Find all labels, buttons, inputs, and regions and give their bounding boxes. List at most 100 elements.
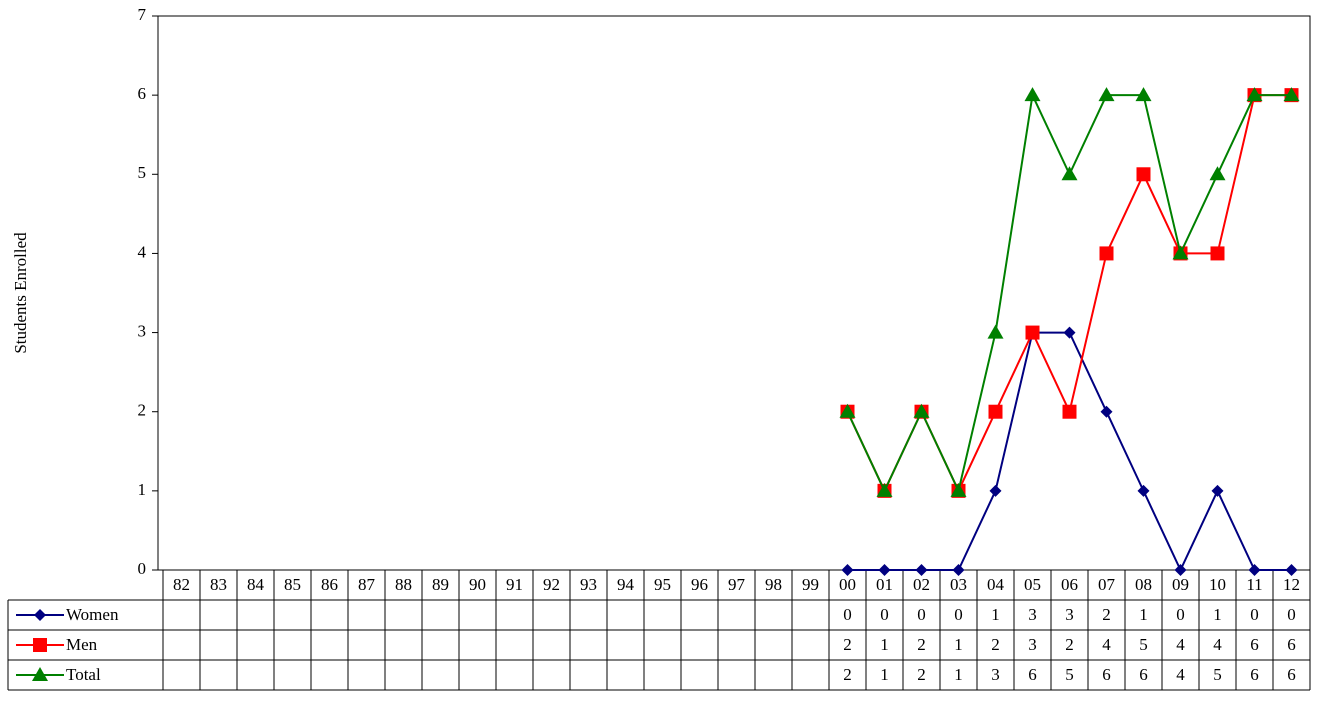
x-tick-label: 11 [1246,575,1262,594]
marker [1283,87,1300,102]
y-tick-label: 7 [138,5,147,24]
x-tick-label: 85 [284,575,301,594]
table-value: 2 [1102,605,1111,624]
table-value: 3 [1028,605,1037,624]
legend-marker [32,667,48,681]
legend-label: Women [66,605,119,624]
table-value: 0 [1250,605,1259,624]
marker [1285,564,1298,576]
table-value: 0 [1176,605,1185,624]
marker [1209,166,1226,181]
x-tick-label: 98 [765,575,782,594]
marker [1063,326,1076,339]
table-value: 6 [1250,635,1259,654]
x-tick-label: 84 [247,575,265,594]
series-line [847,331,1292,573]
legend-marker [33,638,47,652]
series-line [846,94,1292,494]
table-value: 5 [1213,665,1222,684]
table-value: 1 [880,635,889,654]
marker [876,482,893,497]
table-value: 1 [954,635,963,654]
y-tick-label: 5 [138,163,147,182]
y-tick-label: 2 [138,401,147,420]
x-tick-label: 01 [876,575,893,594]
x-tick-label: 96 [691,575,708,594]
marker [1024,87,1041,102]
x-tick-label: 06 [1061,575,1078,594]
table-value: 6 [1139,665,1148,684]
y-tick-label: 0 [138,559,147,578]
table-value: 6 [1287,635,1296,654]
table-value: 0 [843,605,852,624]
marker [839,403,856,418]
x-tick-label: 07 [1098,575,1116,594]
marker [841,564,854,576]
table-value: 6 [1250,665,1259,684]
x-tick-label: 04 [987,575,1005,594]
table-value: 0 [917,605,926,624]
x-tick-label: 86 [321,575,338,594]
table-value: 3 [1065,605,1074,624]
x-tick-label: 99 [802,575,819,594]
x-tick-label: 82 [173,575,190,594]
marker [1172,245,1189,260]
x-tick-label: 87 [358,575,376,594]
table-value: 1 [1213,605,1222,624]
marker [1061,166,1078,181]
marker [1098,87,1115,102]
marker [1136,167,1151,182]
table-value: 6 [1102,665,1111,684]
table-value: 5 [1139,635,1148,654]
x-tick-label: 09 [1172,575,1189,594]
marker [878,564,891,576]
table-value: 0 [1287,605,1296,624]
marker [1135,87,1152,102]
marker [1211,484,1224,497]
table-value: 0 [880,605,889,624]
marker [1100,405,1113,418]
table-value: 3 [1028,635,1037,654]
y-tick-label: 6 [138,84,147,103]
table-value: 2 [1065,635,1074,654]
x-tick-label: 90 [469,575,486,594]
table-value: 6 [1028,665,1037,684]
x-tick-label: 05 [1024,575,1041,594]
table-value: 4 [1176,635,1185,654]
series-line [846,91,1292,494]
x-tick-label: 83 [210,575,227,594]
marker [1099,246,1114,261]
marker [1174,564,1187,576]
marker [987,324,1004,339]
table-value: 6 [1287,665,1296,684]
marker [915,564,928,576]
table-value: 2 [843,635,852,654]
table-value: 2 [843,665,852,684]
x-tick-label: 03 [950,575,967,594]
y-tick-label: 3 [138,321,147,340]
marker [950,482,967,497]
x-tick-label: 92 [543,575,560,594]
y-axis-label: Students Enrolled [11,232,30,354]
table-value: 1 [991,605,1000,624]
x-tick-label: 08 [1135,575,1152,594]
table-value: 0 [954,605,963,624]
x-tick-label: 00 [839,575,856,594]
marker [1062,404,1077,419]
marker [913,403,930,418]
table-value: 1 [1139,605,1148,624]
table-value: 1 [880,665,889,684]
x-tick-label: 12 [1283,575,1300,594]
table-value: 4 [1213,635,1222,654]
x-tick-label: 93 [580,575,597,594]
x-tick-label: 89 [432,575,449,594]
table-value: 2 [917,635,926,654]
x-tick-label: 95 [654,575,671,594]
marker [989,484,1002,497]
table-value: 2 [917,665,926,684]
legend-label: Men [66,635,98,654]
table-value: 4 [1176,665,1185,684]
x-tick-label: 10 [1209,575,1226,594]
table-value: 2 [991,635,1000,654]
